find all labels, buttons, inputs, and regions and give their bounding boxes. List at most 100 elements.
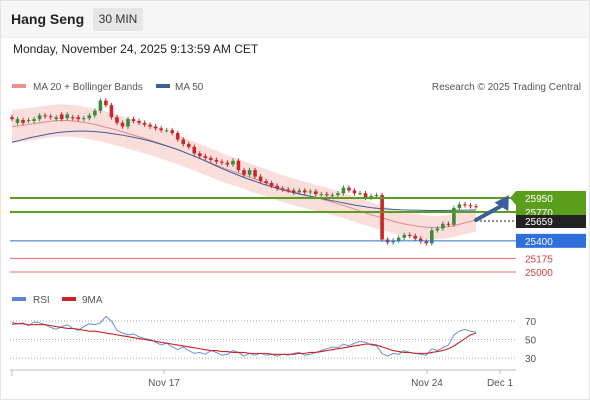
header-bar: Hang Seng 30 MIN [1, 1, 589, 38]
candle-body [286, 189, 290, 191]
candle-body [374, 195, 379, 197]
candle-body [407, 234, 412, 236]
candle-body [457, 204, 462, 209]
candle-body [225, 162, 230, 165]
candle-body [43, 115, 47, 117]
candle-body [82, 118, 86, 120]
candle-body [391, 240, 395, 243]
price-plot [10, 98, 478, 246]
rsi-legend-swatch [12, 297, 26, 301]
candle-body [369, 196, 373, 198]
candle-body [452, 208, 456, 225]
last-price-tag [516, 215, 586, 228]
candle-body [352, 190, 357, 194]
candle-body [21, 120, 25, 123]
level-label-25950: 25950 [525, 194, 553, 205]
ma50-legend-swatch [156, 84, 170, 88]
candle-body [363, 193, 368, 198]
candle-body [231, 160, 235, 165]
level-label-25000: 25000 [525, 268, 553, 279]
x-axis: Nov 17 Nov 24 Dec 1 [11, 370, 514, 389]
candle-body [380, 195, 384, 240]
candle-body [186, 144, 191, 147]
candle-body [170, 130, 174, 133]
candle-body [275, 185, 279, 189]
last-price-label: 25659 [525, 217, 553, 228]
candle-body [474, 206, 478, 208]
candle-body [10, 117, 14, 120]
candle-body [137, 120, 141, 123]
candle-body [468, 205, 473, 207]
rsi-plot: 70 50 30 [10, 315, 537, 365]
x-tick-label: Nov 17 [148, 378, 180, 389]
candle-body [98, 100, 103, 111]
candle-body [430, 230, 434, 244]
candle-body [198, 153, 202, 157]
x-tick-label: Dec 1 [487, 378, 514, 389]
forecast-arrow-shaft [474, 203, 505, 222]
candle-body [59, 114, 64, 120]
candle-body [126, 119, 130, 127]
candle-body [424, 241, 429, 244]
candle-body [413, 235, 418, 239]
rsi-line [11, 315, 477, 357]
candle-body [181, 139, 186, 145]
candle-body [247, 170, 252, 175]
rsi-ma-legend-label: 9MA [82, 295, 103, 306]
candle-body [463, 204, 467, 206]
candle-body [70, 117, 75, 119]
candle-body [93, 110, 97, 116]
candle-body [308, 191, 313, 193]
candle-body [209, 158, 213, 160]
candle-body [214, 159, 219, 162]
candle-body [396, 237, 401, 241]
level-label-25175: 25175 [525, 254, 553, 265]
candle-body [258, 176, 263, 182]
candle-body [441, 223, 445, 229]
candle-body [314, 191, 318, 195]
forecast-arrow-head [494, 195, 509, 212]
candle-body [253, 170, 257, 177]
candle-body [87, 115, 92, 119]
candle-body [148, 124, 152, 127]
rsi-tick-30: 30 [525, 354, 537, 365]
candle-body [418, 238, 423, 242]
candle-body [242, 170, 246, 175]
candle-body [65, 114, 70, 119]
candle-body [32, 119, 36, 121]
candle-body [325, 194, 329, 196]
candle-body [220, 161, 224, 163]
candle-body [104, 100, 108, 106]
rsi-ma-legend-swatch [62, 297, 76, 301]
timeframe-button[interactable]: 30 MIN [93, 8, 143, 31]
bollinger-legend-swatch [12, 84, 26, 88]
candle-body [115, 117, 119, 123]
price-levels: 25950 25770 25400 25175 25000 25659 [10, 191, 586, 279]
candle-body [164, 130, 169, 132]
candle-body [269, 183, 274, 186]
candle-body [159, 128, 163, 131]
candle-body [120, 122, 125, 127]
candle-body [297, 190, 302, 193]
level-label-25400: 25400 [525, 237, 553, 248]
candle-body [435, 228, 440, 231]
x-tick-label: Nov 24 [411, 378, 443, 389]
candle-body [402, 234, 406, 238]
candle-body [26, 120, 31, 122]
candle-body [76, 117, 81, 120]
candle-body [330, 195, 335, 197]
rsi-ma-line [11, 322, 477, 355]
ma50-legend-label: MA 50 [175, 82, 204, 93]
candle-body [109, 105, 114, 118]
resistance-pointer [510, 191, 516, 205]
candle-body [15, 119, 20, 123]
candle-body [236, 160, 241, 171]
candle-body [264, 181, 268, 184]
level-label-25770: 25770 [525, 208, 553, 219]
candle-body [347, 187, 351, 191]
candle-body [153, 126, 158, 129]
rsi-tick-70: 70 [525, 317, 537, 328]
candle-body [37, 115, 42, 120]
candle-body [175, 132, 180, 140]
